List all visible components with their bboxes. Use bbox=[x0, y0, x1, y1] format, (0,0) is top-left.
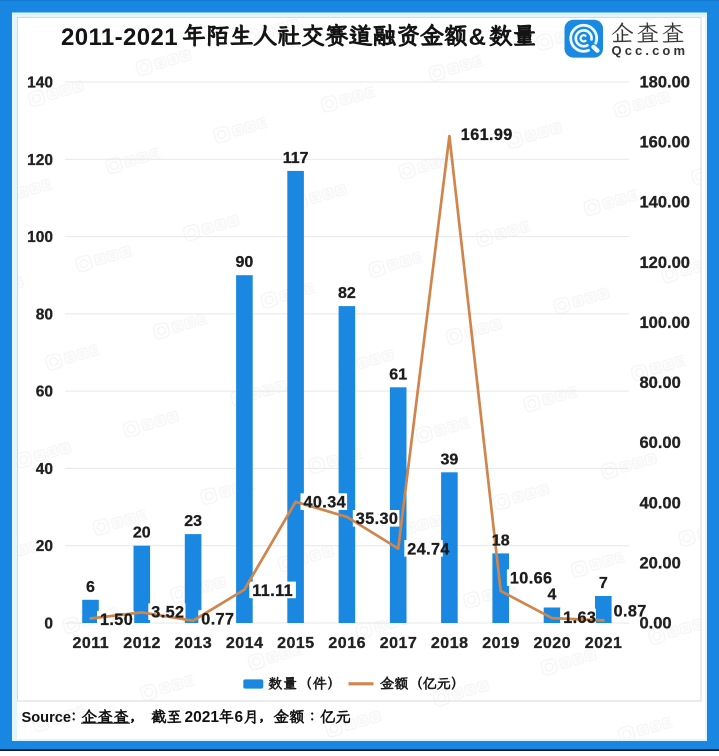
svg-text:2011-2021: 2011-2021 bbox=[61, 24, 178, 51]
svg-text:117: 117 bbox=[283, 150, 309, 167]
svg-text:3.52: 3.52 bbox=[151, 604, 184, 622]
svg-text:2015: 2015 bbox=[277, 635, 315, 652]
svg-text:1.50: 1.50 bbox=[100, 611, 133, 629]
svg-text:1.63: 1.63 bbox=[563, 609, 596, 627]
svg-text:40.34: 40.34 bbox=[304, 494, 347, 512]
svg-text:2017: 2017 bbox=[380, 635, 418, 652]
svg-text:60.00: 60.00 bbox=[640, 434, 681, 452]
svg-text:61: 61 bbox=[389, 366, 407, 383]
svg-text:2013: 2013 bbox=[175, 635, 213, 652]
svg-text:2019: 2019 bbox=[482, 635, 520, 652]
svg-text:35.30: 35.30 bbox=[356, 510, 399, 528]
svg-text:2020: 2020 bbox=[534, 635, 572, 652]
svg-text:140.00: 140.00 bbox=[640, 194, 690, 212]
svg-text:39: 39 bbox=[441, 451, 459, 468]
svg-text:80: 80 bbox=[36, 306, 53, 323]
svg-text:2018: 2018 bbox=[431, 635, 469, 652]
svg-text:160.00: 160.00 bbox=[640, 134, 690, 152]
svg-text:6: 6 bbox=[235, 709, 244, 726]
svg-text:2021: 2021 bbox=[185, 709, 220, 726]
svg-text:180.00: 180.00 bbox=[640, 74, 690, 92]
svg-text:40: 40 bbox=[36, 461, 53, 478]
svg-text:20: 20 bbox=[133, 525, 151, 542]
svg-text:23: 23 bbox=[184, 513, 202, 530]
svg-text:140: 140 bbox=[27, 75, 53, 92]
svg-text:20.00: 20.00 bbox=[640, 554, 681, 572]
svg-text:80.00: 80.00 bbox=[640, 374, 681, 392]
svg-text:120: 120 bbox=[27, 152, 53, 169]
svg-text:40.00: 40.00 bbox=[640, 494, 681, 512]
svg-text:20: 20 bbox=[36, 538, 53, 555]
svg-text:0.87: 0.87 bbox=[614, 602, 647, 620]
svg-text:2011: 2011 bbox=[72, 635, 109, 652]
svg-text:82: 82 bbox=[338, 285, 356, 302]
svg-text:7: 7 bbox=[599, 575, 608, 592]
svg-text:0.00: 0.00 bbox=[640, 615, 672, 633]
svg-text:0: 0 bbox=[44, 616, 53, 633]
svg-text:60: 60 bbox=[36, 384, 53, 401]
svg-text:24.74: 24.74 bbox=[407, 540, 450, 558]
svg-text:11.11: 11.11 bbox=[252, 582, 293, 600]
svg-text:Qcc.com: Qcc.com bbox=[612, 43, 689, 58]
svg-text:161.99: 161.99 bbox=[461, 126, 513, 144]
svg-text:&: & bbox=[469, 24, 486, 51]
svg-text:2014: 2014 bbox=[226, 635, 264, 652]
svg-text:4: 4 bbox=[548, 587, 557, 604]
svg-text:Source: Source bbox=[22, 710, 71, 726]
svg-text:2012: 2012 bbox=[123, 635, 161, 652]
svg-text:6: 6 bbox=[86, 579, 95, 596]
svg-text:0.77: 0.77 bbox=[201, 610, 234, 628]
svg-text:90: 90 bbox=[236, 254, 254, 271]
svg-text:10.66: 10.66 bbox=[510, 570, 553, 588]
svg-text:2021: 2021 bbox=[585, 635, 623, 652]
svg-text:2016: 2016 bbox=[328, 635, 366, 652]
svg-text:100: 100 bbox=[27, 229, 53, 246]
svg-text:100.00: 100.00 bbox=[640, 314, 690, 332]
svg-text:18: 18 bbox=[492, 532, 510, 549]
svg-text:120.00: 120.00 bbox=[640, 254, 690, 272]
